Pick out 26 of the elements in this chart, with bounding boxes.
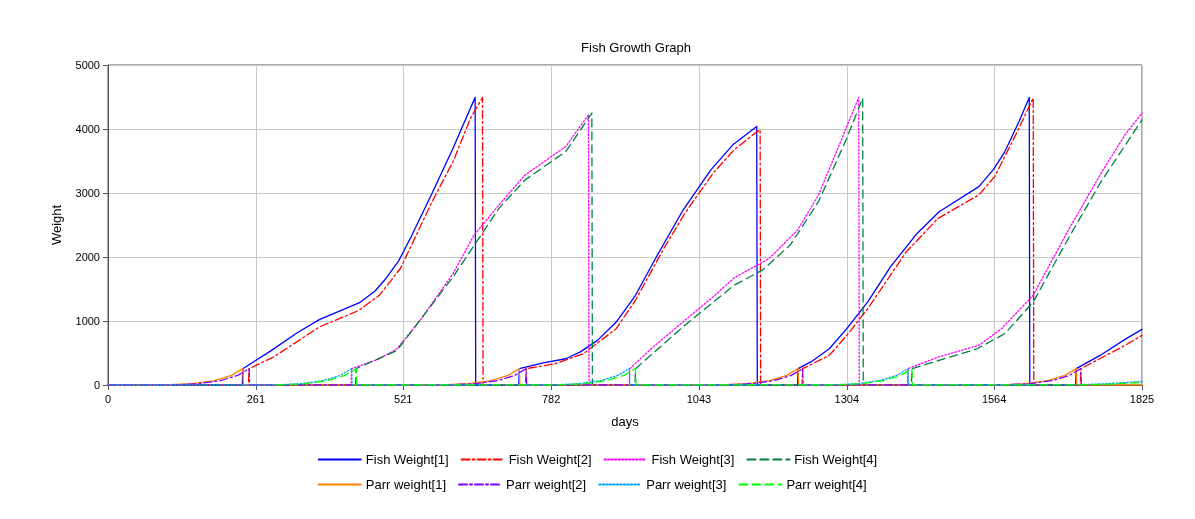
legend-label: Parr weight[4] bbox=[786, 477, 867, 492]
x-tick-label: 1825 bbox=[1129, 392, 1155, 405]
y-tick-label: 1000 bbox=[75, 315, 100, 327]
x-tick-label: 521 bbox=[394, 392, 413, 405]
line-series bbox=[276, 368, 1143, 386]
y-tick-label: 5000 bbox=[75, 59, 100, 71]
legend-label: Fish Weight[3] bbox=[651, 452, 735, 467]
legend-label: Parr weight[1] bbox=[365, 477, 446, 492]
legend-label: Fish Weight[4] bbox=[794, 452, 878, 467]
legend-label: Parr weight[3] bbox=[646, 477, 727, 492]
x-tick-label: 0 bbox=[104, 392, 112, 405]
legend-label: Fish Weight[2] bbox=[508, 452, 592, 467]
x-tick-label: 1043 bbox=[686, 392, 712, 405]
y-tick-label: 0 bbox=[93, 379, 100, 391]
x-tick-label: 782 bbox=[541, 392, 561, 405]
y-tick-label: 4000 bbox=[75, 123, 100, 135]
x-tick-label: 1564 bbox=[981, 392, 1007, 405]
chart-title: Fish Growth Graph bbox=[581, 40, 691, 55]
legend-label: Parr weight[2] bbox=[506, 477, 587, 492]
legend-label: Fish Weight[1] bbox=[365, 452, 449, 467]
x-tick-label: 261 bbox=[246, 392, 266, 405]
x-tick-label: 1304 bbox=[834, 392, 860, 405]
y-axis-title: Weight bbox=[49, 204, 64, 246]
y-tick-label: 2000 bbox=[75, 251, 100, 263]
y-tick-label: 3000 bbox=[75, 187, 100, 199]
x-axis-title: days bbox=[611, 414, 640, 429]
